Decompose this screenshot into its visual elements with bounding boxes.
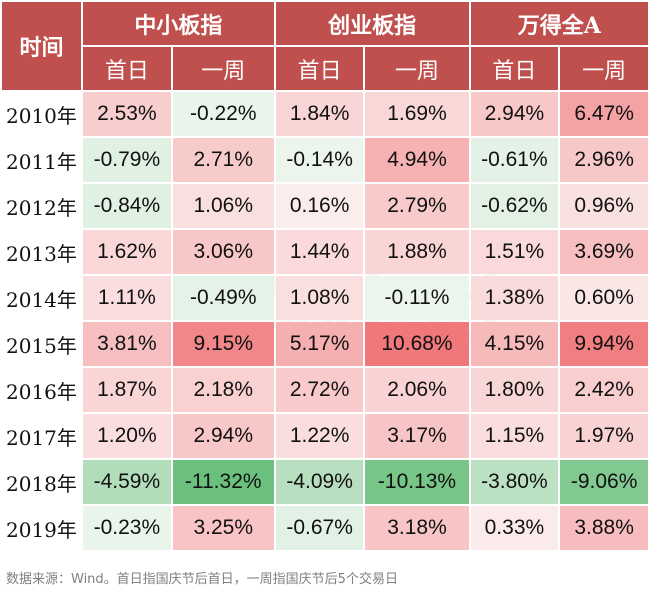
table-row: 2019年 -0.23% 3.25% -0.67% 3.18% 0.33% 3.88% (2, 506, 648, 550)
value-cell: 2.94% (470, 92, 559, 136)
value-cell: 9.94% (560, 322, 648, 366)
year-cell: 2013年 (2, 230, 81, 274)
value-cell: 3.69% (560, 230, 648, 274)
value-cell: 1.22% (275, 414, 364, 458)
subheader: 首日 (470, 47, 559, 90)
returns-table: 时间 中小板指 创业板指 万得全A 首日 一周 首日 一周 首日 一周 2010… (2, 2, 648, 550)
value-cell: -3.80% (470, 460, 559, 504)
value-cell: 6.47% (560, 92, 648, 136)
table-row: 2013年 1.62% 3.06% 1.44% 1.88% 1.51% 3.69% (2, 230, 648, 274)
value-cell: 10.68% (365, 322, 469, 366)
year-cell: 2019年 (2, 506, 81, 550)
year-cell: 2018年 (2, 460, 81, 504)
table-row: 2018年 -4.59% -11.32% -4.09% -10.13% -3.80% -9.… (2, 460, 648, 504)
year-cell: 2012年 (2, 184, 81, 228)
value-cell: 1.80% (470, 368, 559, 412)
value-cell: -0.62% (470, 184, 559, 228)
year-cell: 2017年 (2, 414, 81, 458)
value-cell: 3.06% (172, 230, 274, 274)
value-cell: -0.23% (83, 506, 171, 550)
value-cell: 0.96% (560, 184, 648, 228)
year-cell: 2015年 (2, 322, 81, 366)
value-cell: 2.71% (172, 138, 274, 182)
value-cell: 1.97% (560, 414, 648, 458)
time-header: 时间 (2, 2, 81, 90)
value-cell: 2.42% (560, 368, 648, 412)
value-cell: -4.59% (83, 460, 171, 504)
subheader: 一周 (560, 47, 648, 90)
value-cell: 3.81% (83, 322, 171, 366)
year-cell: 2010年 (2, 92, 81, 136)
value-cell: 1.51% (470, 230, 559, 274)
group-header-wind-a: 万得全A (470, 2, 648, 45)
value-cell: 1.38% (470, 276, 559, 320)
value-cell: 2.96% (560, 138, 648, 182)
year-cell: 2011年 (2, 138, 81, 182)
table-row: 2017年 1.20% 2.94% 1.22% 3.17% 1.15% 1.97% (2, 414, 648, 458)
value-cell: -0.61% (470, 138, 559, 182)
value-cell: 1.69% (365, 92, 469, 136)
value-cell: -0.84% (83, 184, 171, 228)
table-body: 2010年 2.53% -0.22% 1.84% 1.69% 2.94% 6.47% 2011… (2, 92, 648, 550)
value-cell: 2.53% (83, 92, 171, 136)
year-cell: 2016年 (2, 368, 81, 412)
value-cell: -0.11% (365, 276, 469, 320)
value-cell: 1.15% (470, 414, 559, 458)
value-cell: 4.15% (470, 322, 559, 366)
value-cell: 5.17% (275, 322, 364, 366)
subheader: 一周 (172, 47, 274, 90)
value-cell: -11.32% (172, 460, 274, 504)
value-cell: 1.20% (83, 414, 171, 458)
value-cell: -0.14% (275, 138, 364, 182)
value-cell: -0.22% (172, 92, 274, 136)
subheader: 一周 (365, 47, 469, 90)
value-cell: -10.13% (365, 460, 469, 504)
value-cell: 2.94% (172, 414, 274, 458)
source-note: 数据来源：Wind。首日指国庆节后首日，一周指国庆节后5个交易日 (6, 572, 398, 587)
value-cell: 2.79% (365, 184, 469, 228)
value-cell: 1.84% (275, 92, 364, 136)
value-cell: 0.16% (275, 184, 364, 228)
value-cell: 1.06% (172, 184, 274, 228)
value-cell: 2.18% (172, 368, 274, 412)
value-cell: 4.94% (365, 138, 469, 182)
value-cell: 1.08% (275, 276, 364, 320)
value-cell: 9.15% (172, 322, 274, 366)
subheader: 首日 (83, 47, 171, 90)
value-cell: -4.09% (275, 460, 364, 504)
group-header-chinext: 创业板指 (275, 2, 469, 45)
value-cell: 2.06% (365, 368, 469, 412)
table-row: 2011年 -0.79% 2.71% -0.14% 4.94% -0.61% 2.96% (2, 138, 648, 182)
table-row: 2010年 2.53% -0.22% 1.84% 1.69% 2.94% 6.47% (2, 92, 648, 136)
value-cell: 3.18% (365, 506, 469, 550)
value-cell: -0.49% (172, 276, 274, 320)
value-cell: 0.60% (560, 276, 648, 320)
value-cell: 3.88% (560, 506, 648, 550)
group-header-sme: 中小板指 (83, 2, 274, 45)
value-cell: 1.62% (83, 230, 171, 274)
table-row: 2012年 -0.84% 1.06% 0.16% 2.79% -0.62% 0.96% (2, 184, 648, 228)
value-cell: -0.79% (83, 138, 171, 182)
value-cell: 1.88% (365, 230, 469, 274)
value-cell: 3.25% (172, 506, 274, 550)
table-row: 2015年 3.81% 9.15% 5.17% 10.68% 4.15% 9.94% (2, 322, 648, 366)
table-row: 2014年 1.11% -0.49% 1.08% -0.11% 1.38% 0.60% (2, 276, 648, 320)
value-cell: -9.06% (560, 460, 648, 504)
value-cell: 1.87% (83, 368, 171, 412)
table-row: 2016年 1.87% 2.18% 2.72% 2.06% 1.80% 2.42% (2, 368, 648, 412)
value-cell: 0.33% (470, 506, 559, 550)
subheader: 首日 (275, 47, 364, 90)
value-cell: 3.17% (365, 414, 469, 458)
year-cell: 2014年 (2, 276, 81, 320)
value-cell: 2.72% (275, 368, 364, 412)
value-cell: -0.67% (275, 506, 364, 550)
value-cell: 1.11% (83, 276, 171, 320)
value-cell: 1.44% (275, 230, 364, 274)
